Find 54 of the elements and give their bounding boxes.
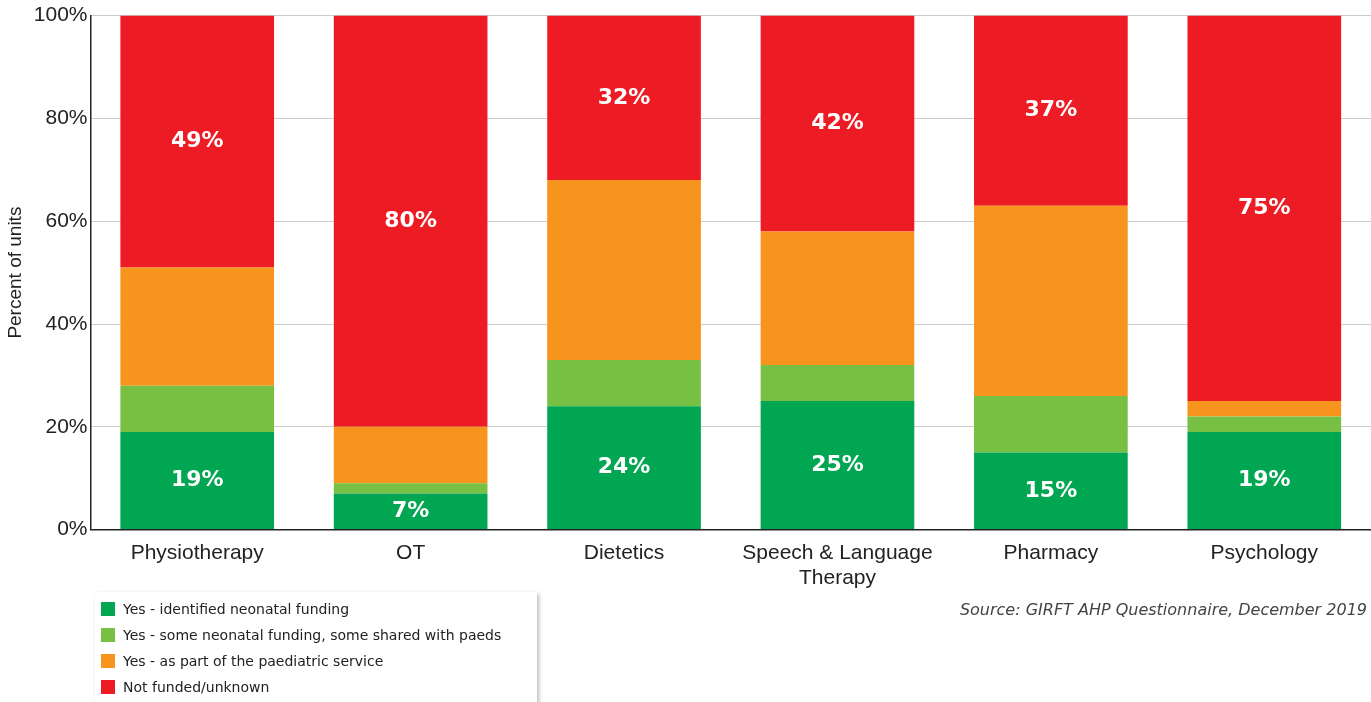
- legend-label: Yes - some neonatal funding, some shared with paeds: [123, 627, 502, 643]
- data-label: 15%: [1024, 476, 1078, 502]
- data-label: 37%: [1024, 96, 1078, 122]
- y-tick-label: 20%: [45, 413, 88, 437]
- bar: [1187, 401, 1342, 417]
- bar: [333, 493, 488, 530]
- source-note: Source: GIRFT AHP Questionnaire, December 2019: [959, 600, 1367, 619]
- bar: [333, 15, 488, 427]
- bar: [760, 15, 915, 232]
- data-label: 42%: [811, 109, 864, 135]
- y-tick-label: 60%: [45, 208, 88, 231]
- bar: [333, 483, 488, 494]
- bar: [120, 267, 275, 386]
- y-tick-label: 40%: [45, 310, 88, 334]
- data-label: 7%: [391, 497, 430, 523]
- x-tick-label: Physiotherapy: [130, 540, 265, 563]
- bar: [760, 231, 915, 366]
- data-label: 75%: [1237, 194, 1291, 220]
- x-tick-label: Psychology: [1210, 540, 1319, 563]
- bar: [1187, 416, 1342, 432]
- y-tick-label: 0%: [57, 516, 88, 540]
- legend-label: Yes - as part of the paediatric service: [123, 653, 384, 669]
- bar: [547, 359, 701, 407]
- bar: [1187, 15, 1342, 402]
- data-label: 25%: [811, 450, 864, 476]
- bar: [120, 385, 275, 432]
- legend-label: Yes - identified neonatal funding: [123, 601, 350, 617]
- bar: [120, 15, 275, 268]
- data-label: 32%: [597, 83, 651, 109]
- y-axis-title: Percent of units: [3, 206, 25, 339]
- bar: [760, 401, 915, 530]
- bar: [974, 205, 1128, 396]
- bar: [760, 365, 915, 402]
- x-tick-label: Pharmacy: [1003, 540, 1099, 563]
- x-tick-label: Speech & Language Therapy: [742, 540, 933, 589]
- y-tick-label: 80%: [45, 105, 88, 129]
- bar: [547, 15, 701, 181]
- bar: [1187, 431, 1342, 530]
- data-label: 19%: [170, 466, 224, 492]
- bar: [333, 426, 488, 484]
- data-label: 49%: [170, 127, 224, 153]
- bar: [120, 431, 275, 530]
- x-tick-label: Dietetics: [583, 540, 665, 563]
- x-tick-label: OT: [396, 540, 426, 563]
- bar: [547, 406, 701, 530]
- bar: [974, 395, 1128, 453]
- bar: [974, 452, 1128, 530]
- legend-label: Not funded/unknown: [123, 679, 270, 695]
- data-label: 19%: [1237, 466, 1291, 492]
- bar: [974, 15, 1128, 206]
- data-label: 24%: [597, 453, 651, 479]
- data-label: 80%: [384, 206, 437, 232]
- bar: [547, 180, 701, 360]
- y-tick-label: 100%: [33, 2, 88, 26]
